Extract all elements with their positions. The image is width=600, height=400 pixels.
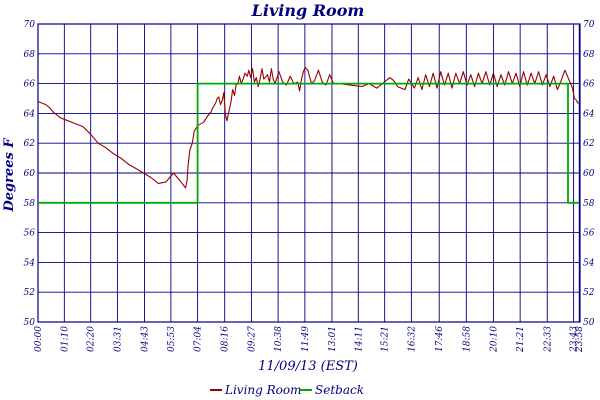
x-tick-label: 18:58 [462,326,472,352]
x-axis-label: 11/09/13 (EST) [258,359,358,374]
x-tick-label: 00:00 [34,326,44,352]
y-tick-label-right: 64 [583,109,595,119]
x-tick-label: 16:32 [407,326,417,352]
y-tick-label-right: 62 [583,139,595,149]
x-tick-label: 23:58 [575,326,585,353]
x-tick-label: 01:10 [60,326,70,352]
tick-labels: 50 50 52 52 54 54 56 56 58 58 60 60 62 62 64 64 66 66 68 68… [24,20,595,353]
legend: Living Room Setback [210,383,364,397]
x-tick-label: 13:01 [328,326,338,352]
x-tick-label: 09:27 [247,326,257,352]
y-tick-label: 62 [24,139,36,149]
x-tick-label: 21:21 [516,326,526,353]
chart-title: Living Room [251,1,365,20]
y-tick-label-right: 66 [583,80,595,90]
x-tick-label: 14:11 [354,326,364,352]
y-tick-label: 58 [24,199,36,209]
y-tick-label-right: 70 [583,20,595,30]
y-tick-label: 54 [24,258,36,268]
x-tick-label: 20:10 [489,326,499,353]
x-tick-label: 10:38 [274,326,284,352]
series-line-living-room [37,66,580,189]
series-line-setback [38,82,580,204]
x-tick-label: 17:46 [435,326,445,352]
y-tick-label: 60 [24,169,36,179]
y-tick-label-right: 52 [583,288,595,298]
legend-label: Living Room [224,383,302,397]
x-tick-label: 02:20 [87,326,97,352]
y-tick-label-right: 68 [583,50,595,60]
x-tick-label: 23:43 [570,326,580,353]
x-tick-label: 15:21 [381,326,391,352]
grid [37,23,581,323]
y-tick-label-right: 50 [583,318,595,328]
y-axis-label: Degrees F [2,138,17,213]
y-tick-label-right: 58 [583,199,595,209]
x-tick-label: 22:33 [543,326,553,353]
y-tick-label: 52 [24,288,36,298]
y-tick-label: 56 [24,229,36,239]
x-tick-label: 04:43 [141,326,151,352]
y-tick-label: 64 [24,109,36,119]
y-tick-label: 70 [24,20,36,30]
x-tick-label: 03:31 [113,326,123,352]
y-tick-label-right: 56 [583,229,595,239]
y-tick-label: 68 [24,50,36,60]
y-tick-label-right: 60 [583,169,595,179]
x-tick-label: 08:16 [221,326,231,352]
x-tick-label: 07:04 [194,326,204,352]
y-tick-label: 50 [24,318,36,328]
x-tick-label: 05:53 [167,326,177,352]
series-lines [37,66,580,204]
y-tick-label-right: 54 [583,258,595,268]
x-tick-label: 11:49 [301,326,311,352]
legend-label: Setback [315,383,364,397]
y-tick-label: 66 [24,80,36,90]
